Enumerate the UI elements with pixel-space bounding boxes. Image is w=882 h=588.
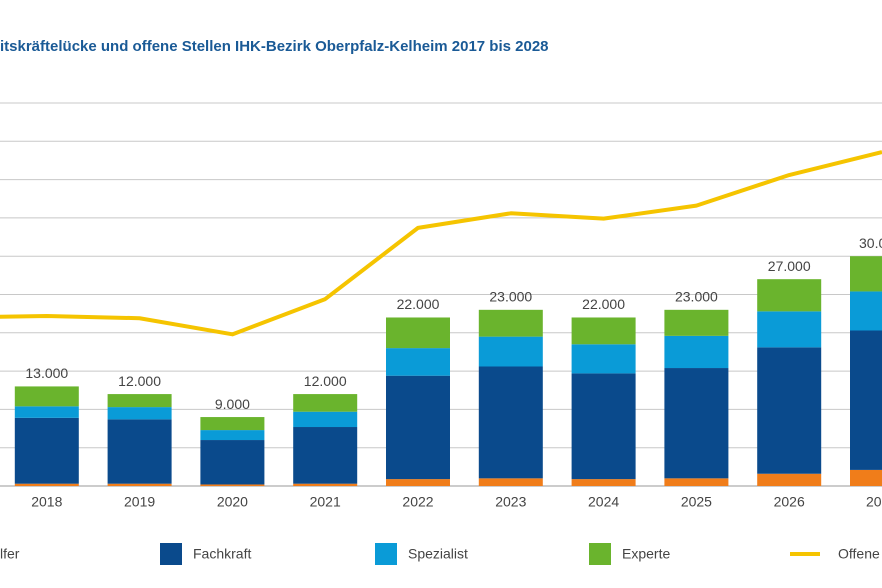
chart-title: itskräftelücke und offene Stellen IHK-Be… <box>0 38 549 55</box>
bar-segment <box>107 483 172 486</box>
x-tick-label: 2025 <box>681 494 712 510</box>
bar-segment <box>107 394 172 408</box>
bar-segment <box>664 309 729 336</box>
x-tick-label: 2022 <box>402 494 433 510</box>
bar-segment <box>571 344 636 374</box>
bar-segment <box>293 483 358 486</box>
total-label: 13.000 <box>25 365 68 381</box>
bar-segment <box>386 348 450 376</box>
bar-segment <box>757 347 822 474</box>
bar-segment <box>664 478 729 486</box>
total-label: 12.000 <box>304 373 347 389</box>
bar-segment <box>478 336 543 367</box>
bar-segment <box>850 469 882 486</box>
total-label: 27.000 <box>768 258 811 274</box>
bar-segment <box>14 406 79 418</box>
bar-segment <box>14 417 79 484</box>
x-tick-label: 20 <box>866 494 882 510</box>
legend-swatch <box>589 543 611 565</box>
bar-segment <box>571 373 636 480</box>
line-series <box>0 150 882 337</box>
legend-label: Experte <box>622 546 670 562</box>
bar-segment <box>850 330 882 470</box>
total-label: 12.000 <box>118 373 161 389</box>
bar-segment <box>200 484 265 486</box>
legend-swatch <box>375 543 397 565</box>
legend-swatch <box>160 543 182 565</box>
x-tick-label: 2020 <box>217 494 248 510</box>
bar-segment <box>478 309 543 337</box>
bar-segment <box>14 386 79 407</box>
bar-segment <box>571 317 636 345</box>
x-tick-label: 2019 <box>124 494 155 510</box>
legend-label: Fachkraft <box>193 546 251 562</box>
x-tick-label: 2021 <box>310 494 341 510</box>
bar-segment <box>478 366 543 479</box>
bar-segment <box>571 479 636 486</box>
bar-segment <box>107 419 172 484</box>
bar-segment <box>757 311 822 348</box>
bar-segment <box>200 440 265 485</box>
bar-segment <box>200 417 265 431</box>
total-label: 23.000 <box>675 289 718 305</box>
bar-segment <box>757 279 822 312</box>
bar-segment <box>664 335 729 369</box>
x-tick-label: 2024 <box>588 494 619 510</box>
total-label: 9.000 <box>215 396 250 412</box>
x-tick-label: 2023 <box>495 494 526 510</box>
total-label: 30.0 <box>859 235 882 251</box>
x-tick-label: 2018 <box>31 494 62 510</box>
total-label: 23.000 <box>489 289 532 305</box>
bar-segment <box>14 483 79 486</box>
bar-segment <box>200 430 265 441</box>
bar-segment <box>664 368 729 479</box>
legend-label: lfer <box>0 546 20 562</box>
x-tick-label: 2026 <box>774 494 805 510</box>
bar-segment <box>386 375 450 480</box>
bar-segment <box>478 478 543 486</box>
bar-segment <box>293 411 358 428</box>
total-label: 22.000 <box>582 296 625 312</box>
bar-segment <box>850 291 882 331</box>
bar-segment <box>293 394 358 412</box>
bar-segment <box>107 407 172 420</box>
legend-label: Offene <box>838 546 880 562</box>
bar-segment <box>386 479 450 486</box>
legend-label: Spezialist <box>408 546 468 562</box>
bar-segment <box>757 473 822 486</box>
bar-segment <box>386 317 450 349</box>
total-label: 22.000 <box>397 296 440 312</box>
bar-segment <box>850 256 882 292</box>
bar-segment <box>293 427 358 484</box>
